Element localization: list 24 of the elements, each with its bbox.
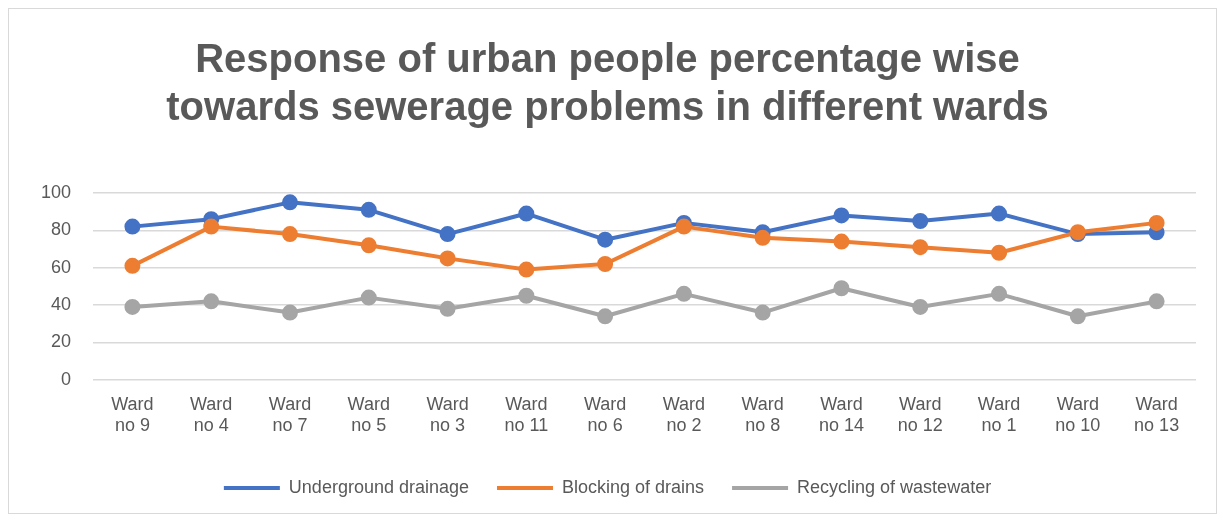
x-tick-label: Ward no 8	[741, 393, 784, 436]
x-tick-label: Ward no 12	[897, 393, 943, 436]
legend-label: Recycling of wastewater	[797, 476, 992, 497]
x-tick-label: Ward no 9	[111, 393, 154, 436]
x-tick-label: Ward no 6	[583, 393, 627, 436]
x-tick-label: Ward no 7	[268, 393, 312, 436]
y-tick-label: 80	[51, 219, 72, 240]
y-tick-label: 20	[51, 331, 72, 352]
legend-label: Blocking of drains	[561, 476, 705, 497]
x-tick-label: Ward no 5	[347, 393, 390, 436]
x-tick-label: Ward no 13	[1134, 393, 1180, 436]
x-tick-label: Ward no 4	[190, 393, 233, 436]
x-tick-label: Ward no 10	[1055, 393, 1101, 436]
y-tick-label: 60	[51, 256, 72, 277]
y-tick-label: 0	[61, 368, 72, 389]
x-tick-label: Ward no 14	[818, 393, 864, 436]
x-tick-label: Ward no 2	[662, 393, 706, 436]
x-tick-label: Ward no 3	[426, 393, 469, 436]
x-tick-label: Ward no 11	[504, 393, 549, 436]
x-tick-label: Ward no 1	[977, 393, 1021, 436]
chart-title: Response of urban people percentage wise towards sewerage problems in different wards	[166, 36, 1049, 129]
legend-label: Underground drainage	[288, 476, 469, 497]
y-tick-label: 40	[51, 294, 72, 315]
y-tick-label: 100	[40, 181, 72, 202]
